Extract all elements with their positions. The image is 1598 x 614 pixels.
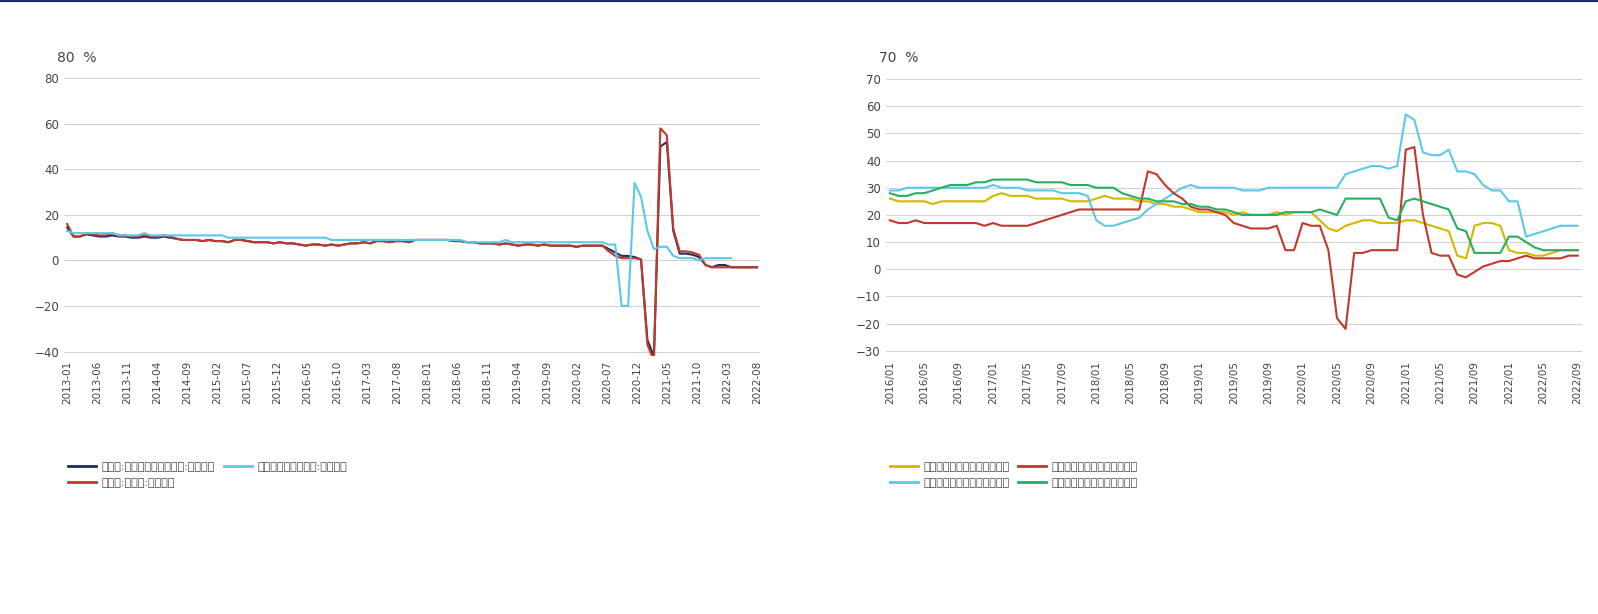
Text: 80  %: 80 % (58, 51, 96, 65)
Legend: 实物商品网上零售额累计同比, 吃类商品网上零售额累计同比, 穿类商品网上零售额累计同比, 用类商品网上零售额累计同比: 实物商品网上零售额累计同比, 吃类商品网上零售额累计同比, 穿类商品网上零售额累… (885, 458, 1143, 492)
Legend: 零售额:服装鞋帽针纺织品类:累计同比, 零售额:服装类:累计同比, 社会消费品零售总额:累计同比: 零售额:服装鞋帽针纺织品类:累计同比, 零售额:服装类:累计同比, 社会消费品零… (64, 458, 352, 492)
Text: 70  %: 70 % (879, 51, 919, 65)
